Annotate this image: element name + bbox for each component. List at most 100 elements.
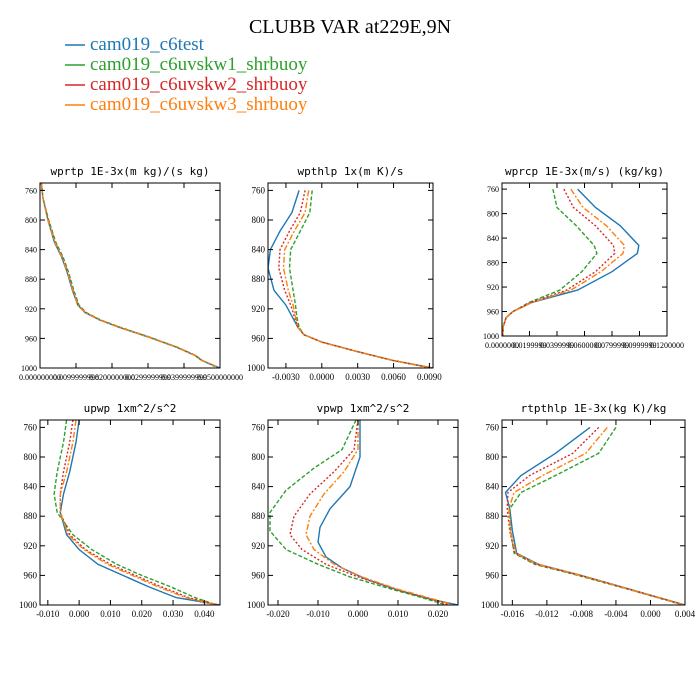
x-tick-label: 0.0199999 — [513, 341, 547, 350]
x-tick-label: -0.0030 — [272, 372, 300, 382]
y-tick-label: 920 — [24, 541, 38, 551]
y-tick-label: 880 — [252, 511, 266, 521]
panel-3: wprcp 1E-3x(m/s) (kg/kg) 760 800 840 880 920 9… — [483, 165, 684, 350]
x-tick-label: 0.0999999 — [623, 341, 657, 350]
y-tick-label: 760 — [25, 186, 37, 195]
plot-frame — [501, 182, 668, 337]
panel-2: wpthlp 1x(m K)/s 760 800 840 880 920 960 1000 -0… — [247, 165, 442, 382]
plot-frame — [501, 419, 686, 606]
y-tick-label: 800 — [252, 452, 266, 462]
y-tick-label: 1000 — [247, 363, 266, 373]
y-tick-label: 880 — [24, 511, 38, 521]
y-tick-label: 1000 — [481, 600, 500, 610]
x-tick-label: 0.0299999999 — [125, 373, 171, 382]
y-tick-label: 920 — [252, 304, 266, 314]
x-tick-label: 0.000 — [640, 609, 661, 619]
y-tick-label: 840 — [252, 482, 266, 492]
x-tick-label: 0.0799999 — [595, 341, 629, 350]
legend-label: cam019_c6uvskw2_shrbuoy — [90, 74, 308, 95]
series-line-4 — [508, 426, 685, 605]
x-tick-label: 0.010 — [388, 609, 409, 619]
y-tick-label: 880 — [25, 275, 37, 284]
y-tick-label: 800 — [486, 452, 500, 462]
y-tick-label: 960 — [25, 334, 37, 343]
panel-title: wprcp 1E-3x(m/s) (kg/kg) — [505, 165, 664, 178]
x-tick-label: 0.040 — [194, 609, 215, 619]
legend: cam019_c6testcam019_c6uvskw1_shrbuoycam0… — [65, 34, 308, 115]
y-tick-label: 880 — [252, 274, 266, 284]
legend-label: cam019_c6uvskw3_shrbuoy — [90, 94, 308, 115]
figure-title: CLUBB VAR at229E,9N — [249, 16, 451, 38]
series-line-2 — [502, 188, 598, 336]
series-line-1 — [502, 188, 640, 336]
panel-title: upwp 1xm^2/s^2 — [84, 402, 177, 415]
x-tick-label: -0.010 — [306, 609, 330, 619]
y-tick-label: 760 — [24, 422, 38, 432]
plot-frame — [267, 419, 459, 606]
panel-title: wpthlp 1x(m K)/s — [298, 165, 404, 178]
x-tick-label: -0.020 — [266, 609, 290, 619]
y-tick-label: 960 — [487, 308, 499, 317]
x-tick-label: 0.030 — [163, 609, 184, 619]
x-tick-label: 0.0099999998 — [53, 373, 99, 382]
series-line-4 — [305, 420, 455, 605]
series-line-4 — [59, 420, 218, 605]
x-tick-label: 0.010 — [100, 609, 121, 619]
x-tick-label: 0.0060 — [381, 372, 406, 382]
y-tick-label: 840 — [486, 482, 500, 492]
x-tick-label: -0.012 — [535, 609, 558, 619]
x-tick-label: 0.020 — [428, 609, 449, 619]
y-tick-label: 760 — [252, 185, 266, 195]
y-tick-label: 840 — [24, 482, 38, 492]
x-tick-label: -0.010 — [36, 609, 60, 619]
y-tick-label: 800 — [24, 452, 38, 462]
y-tick-label: 1000 — [21, 364, 37, 373]
y-tick-label: 760 — [487, 185, 499, 194]
y-tick-label: 960 — [252, 570, 266, 580]
x-tick-label: 0.0399999 — [540, 341, 574, 350]
legend-label: cam019_c6test — [90, 34, 205, 55]
y-tick-label: 800 — [25, 216, 37, 225]
y-tick-label: 840 — [252, 245, 266, 255]
series-line-1 — [317, 420, 458, 605]
series-line-3 — [506, 426, 685, 605]
x-tick-label: 0.0030 — [345, 372, 370, 382]
y-tick-label: 1000 — [483, 332, 499, 341]
series-line-1 — [504, 426, 685, 605]
panel-title: vpwp 1xm^2/s^2 — [317, 402, 410, 415]
y-tick-label: 880 — [486, 511, 500, 521]
y-tick-label: 760 — [486, 422, 500, 432]
panels: wprtp 1E-3x(m kg)/(s kg) 760 800 840 880 920 9… — [19, 165, 696, 619]
legend-label: cam019_c6uvskw1_shrbuoy — [90, 54, 308, 75]
y-tick-label: 840 — [25, 246, 37, 255]
series-line-3 — [502, 188, 616, 336]
y-tick-label: 920 — [487, 283, 499, 292]
x-tick-label: 0.000 — [69, 609, 90, 619]
x-tick-label: 0.004 — [675, 609, 696, 619]
y-tick-label: 960 — [252, 333, 266, 343]
panel-title: rtpthlp 1E-3x(kg K)/kg — [521, 402, 667, 415]
panel-6: rtpthlp 1E-3x(kg K)/kg 760 800 840 880 920 960… — [481, 402, 696, 619]
y-tick-label: 800 — [487, 210, 499, 219]
x-tick-label: 0.0500000000 — [197, 373, 243, 382]
series-line-4 — [502, 188, 626, 336]
x-tick-label: -0.008 — [570, 609, 594, 619]
panel-title: wprtp 1E-3x(m kg)/(s kg) — [51, 165, 210, 178]
x-tick-label: 0.020 — [132, 609, 153, 619]
x-tick-label: 0.000 — [348, 609, 369, 619]
plot-frame — [267, 182, 434, 369]
y-tick-label: 840 — [487, 234, 499, 243]
series-line-2 — [53, 420, 218, 605]
plot-frame — [39, 182, 221, 369]
x-tick-label: -0.016 — [501, 609, 525, 619]
series-line-3 — [59, 420, 218, 605]
x-tick-label: 0.0000000 — [485, 341, 519, 350]
x-tick-label: -0.004 — [604, 609, 628, 619]
series-line-3 — [289, 420, 451, 605]
series-line-1 — [59, 420, 220, 605]
x-tick-label: 0.0600000 — [568, 341, 602, 350]
plot-frame — [39, 419, 221, 606]
series-line-2 — [509, 427, 684, 605]
x-tick-label: 0.0000 — [309, 372, 334, 382]
